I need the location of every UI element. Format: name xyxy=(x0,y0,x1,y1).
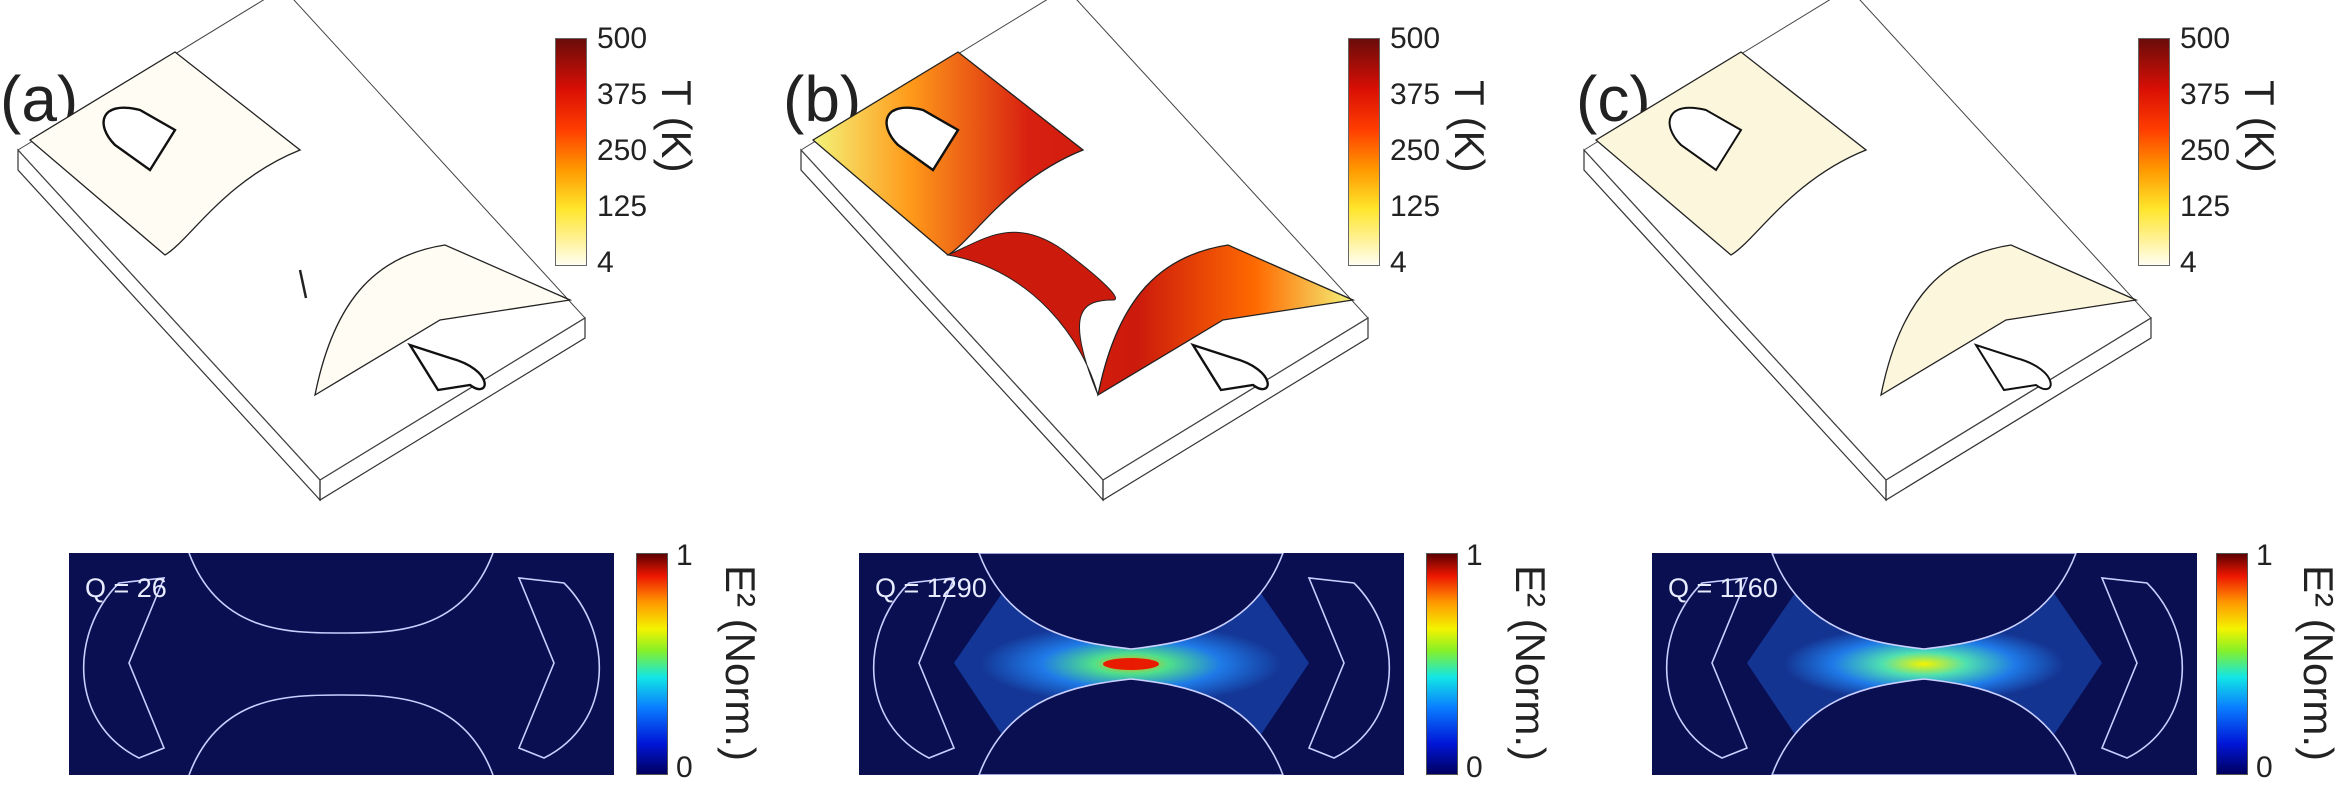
e-axis-label: E² (Norm.) xyxy=(1507,565,1554,761)
t-tick: 250 xyxy=(2180,134,2231,167)
field-colorbar xyxy=(1426,553,1458,775)
field-map: Q = 1290 xyxy=(859,553,1404,775)
slab-top xyxy=(1583,0,2152,481)
field-peak xyxy=(1103,658,1159,670)
t-tick: 375 xyxy=(597,78,648,111)
antenna-right xyxy=(1190,342,1269,392)
bowtie-bridge xyxy=(946,231,1116,396)
t-axis-label: T (K) xyxy=(1446,80,1493,173)
panel-c: (c) 500 375 250 125 4 T (K) xyxy=(1566,0,2349,803)
e-axis-label: E² (Norm.) xyxy=(2295,565,2342,761)
field-pattern xyxy=(872,553,1391,775)
temperature-colorbar xyxy=(1348,38,1380,266)
field-map: Q = 1160 xyxy=(1652,553,2197,775)
field-pattern xyxy=(1665,553,2184,775)
heated-pads xyxy=(811,51,1356,397)
thermal-device-3d xyxy=(800,0,1369,502)
t-tick: 4 xyxy=(1390,246,1407,279)
t-tick: 125 xyxy=(2180,190,2231,223)
e-tick-min: 0 xyxy=(1466,751,1483,784)
t-tick: 250 xyxy=(597,134,648,167)
t-tick: 375 xyxy=(1390,78,1441,111)
antenna-right xyxy=(1973,343,2052,392)
t-tick: 4 xyxy=(2180,246,2197,279)
q-factor-label: Q = 1290 xyxy=(875,573,987,603)
thermal-device-3d xyxy=(1583,0,2152,502)
slab-top xyxy=(17,0,586,481)
antenna-right xyxy=(407,342,486,392)
t-tick: 4 xyxy=(597,246,614,279)
t-tick: 500 xyxy=(2180,22,2231,55)
thermal-device-3d xyxy=(17,0,586,502)
antenna-left xyxy=(885,106,960,172)
t-axis-label: T (K) xyxy=(2236,80,2283,173)
panel-b: (b) 500 375 250 125 4 T (K) xyxy=(783,0,1566,803)
t-tick: 375 xyxy=(2180,78,2231,111)
field-outline xyxy=(82,553,601,775)
field-hotspot xyxy=(1784,626,2064,702)
panel-a: (a) 500 375 250 125 4 T (K) Q = 26 1 0 E… xyxy=(0,0,783,803)
e-tick-max: 1 xyxy=(2256,539,2273,572)
antenna-left xyxy=(1668,106,1743,172)
t-tick: 500 xyxy=(1390,22,1441,55)
t-axis-label: T (K) xyxy=(653,80,700,173)
left-pad xyxy=(1594,51,1868,256)
q-factor-label: Q = 26 xyxy=(85,573,167,603)
e-tick-max: 1 xyxy=(676,539,693,572)
slab-top xyxy=(800,0,1369,481)
t-tick: 250 xyxy=(1390,134,1441,167)
e-tick-min: 0 xyxy=(676,751,693,784)
bowtie-gap xyxy=(298,269,308,299)
t-tick: 125 xyxy=(1390,190,1441,223)
q-factor-label: Q = 1160 xyxy=(1668,573,1778,603)
t-tick: 500 xyxy=(597,22,648,55)
e-tick-max: 1 xyxy=(1466,539,1483,572)
field-colorbar xyxy=(2216,553,2248,775)
field-map: Q = 26 xyxy=(69,553,614,775)
antenna-left xyxy=(102,106,177,172)
t-tick: 125 xyxy=(597,190,648,223)
right-pad xyxy=(314,244,573,397)
e-axis-label: E² (Norm.) xyxy=(717,565,764,761)
temperature-colorbar xyxy=(2138,38,2170,266)
right-pad xyxy=(1880,244,2139,397)
temperature-colorbar xyxy=(555,38,587,266)
left-pad xyxy=(28,51,302,256)
e-tick-min: 0 xyxy=(2256,751,2273,784)
field-colorbar xyxy=(636,553,668,775)
